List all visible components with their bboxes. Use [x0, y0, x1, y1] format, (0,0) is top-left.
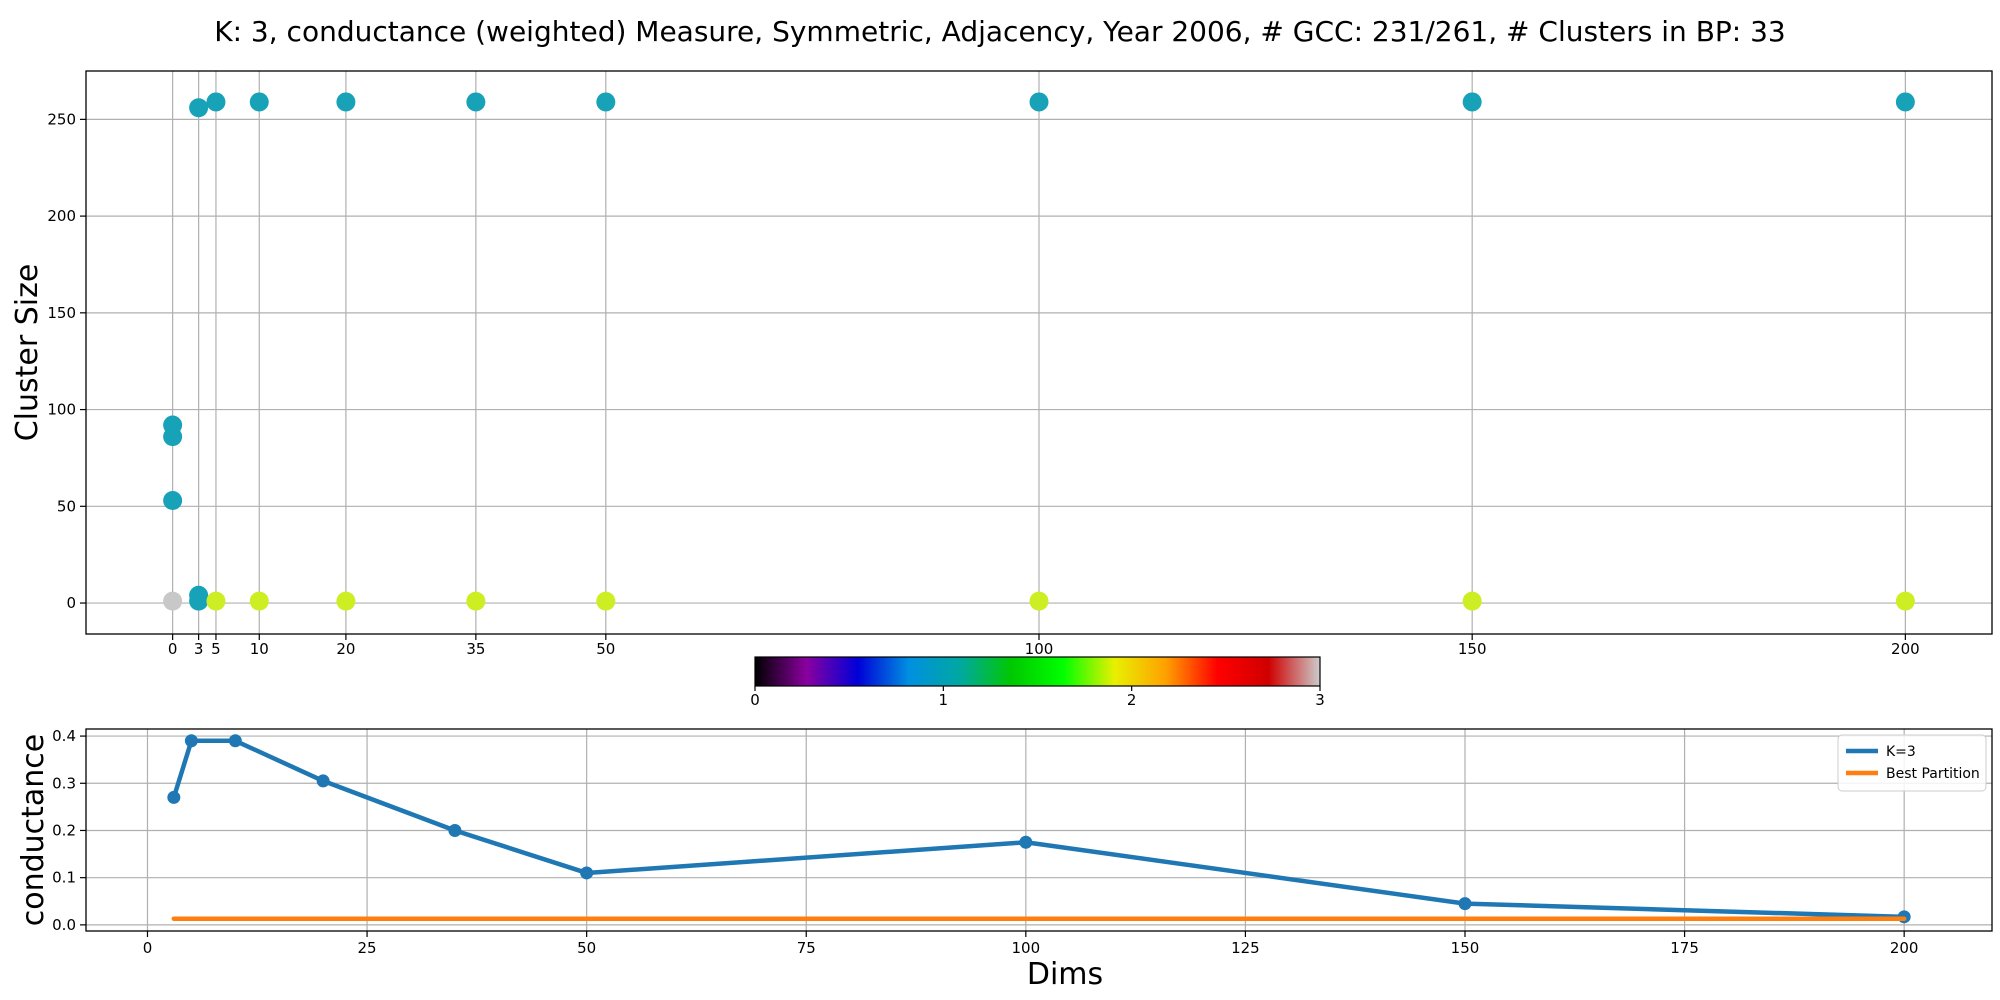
colorbar-tick-label: 1	[939, 691, 949, 709]
scatter-point	[466, 92, 486, 112]
chart-title: K: 3, conductance (weighted) Measure, Sy…	[214, 15, 1786, 48]
line-y-tick-label: 0.3	[52, 774, 76, 792]
line-y-tick-label: 0.2	[52, 821, 76, 839]
line-x-tick-label: 25	[358, 939, 377, 957]
colorbar: 0 1 2 3	[750, 656, 1325, 709]
series-point-k3	[228, 734, 242, 748]
colorbar-tick-label: 2	[1127, 691, 1137, 709]
scatter-point	[1462, 591, 1482, 611]
scatter-point	[1029, 92, 1049, 112]
legend: K=3 Best Partition	[1837, 734, 1987, 792]
line-x-tick-label: 50	[577, 939, 596, 957]
scatter-y-tick-label: 100	[47, 401, 76, 419]
scatter-x-tick-label: 50	[596, 640, 615, 658]
scatter-y-tick-label: 150	[47, 304, 76, 322]
series-point-k3	[316, 774, 330, 788]
scatter-y-axis-label: Cluster Size	[10, 264, 45, 442]
line-grid	[86, 729, 1992, 931]
scatter-x-tick-label: 20	[336, 640, 355, 658]
line-x-tick-label: 200	[1890, 939, 1919, 957]
scatter-point	[189, 98, 209, 118]
series-point-k3	[448, 823, 462, 837]
scatter-x-tick-label: 5	[211, 640, 221, 658]
scatter-grid	[86, 71, 1992, 634]
scatter-point	[1895, 591, 1915, 611]
scatter-x-tick-label: 150	[1458, 640, 1487, 658]
scatter-point	[206, 92, 226, 112]
scatter-y-tick-label: 200	[47, 207, 76, 225]
legend-label: K=3	[1886, 744, 1916, 760]
scatter-x-tick-label: 3	[194, 640, 204, 658]
scatter-point	[1029, 591, 1049, 611]
scatter-point	[336, 591, 356, 611]
series-point-k3	[167, 790, 181, 804]
scatter-point	[596, 591, 616, 611]
scatter-point	[1895, 92, 1915, 112]
scatter-y-tick-label: 0	[66, 594, 76, 612]
line-x-tick-label: 75	[797, 939, 816, 957]
line-x-tick-label: 175	[1670, 939, 1699, 957]
series-point-k3	[580, 866, 594, 880]
scatter-point	[206, 591, 226, 611]
scatter-x-tick-label: 10	[250, 640, 269, 658]
colorbar-tick-label: 3	[1315, 691, 1325, 709]
line-panel: 0 25 50 75 100 125 150 175 200 0.0 0.1 0.2 0.3 0.4 D…	[16, 727, 1993, 992]
line-x-axis-label: Dims	[1027, 957, 1103, 992]
series-point-k3	[1458, 897, 1472, 911]
scatter-x-ticks: 0 3 5 10 20 35 50 100 150 200	[168, 634, 1920, 658]
scatter-point	[249, 591, 269, 611]
series-line-k3	[171, 738, 1907, 920]
scatter-x-tick-label: 200	[1891, 640, 1920, 658]
line-y-ticks: 0.0 0.1 0.2 0.3 0.4	[52, 727, 86, 934]
line-y-tick-label: 0.0	[52, 916, 76, 934]
scatter-point	[163, 427, 183, 447]
scatter-x-tick-label: 0	[168, 640, 178, 658]
line-x-tick-label: 0	[143, 939, 153, 957]
series-point-k3	[1019, 835, 1033, 849]
scatter-point	[163, 491, 183, 511]
scatter-y-tick-label: 250	[47, 110, 76, 128]
colorbar-tick-label: 0	[750, 691, 760, 709]
legend-label: Best Partition	[1886, 766, 1980, 782]
scatter-y-ticks: 0 50 100 150 200 250	[47, 110, 86, 612]
scatter-y-tick-label: 50	[57, 497, 76, 515]
line-series	[167, 734, 1911, 924]
scatter-point	[189, 591, 209, 611]
series-point-k3	[184, 734, 198, 748]
scatter-point	[336, 92, 356, 112]
scatter-point	[163, 591, 183, 611]
line-x-tick-label: 150	[1451, 939, 1480, 957]
line-x-tick-label: 125	[1231, 939, 1260, 957]
line-x-tick-label: 100	[1012, 939, 1041, 957]
scatter-x-tick-label: 35	[466, 640, 485, 658]
line-x-ticks: 0 25 50 75 100 125 150 175 200	[143, 931, 1919, 957]
colorbar-ticks: 0 1 2 3	[750, 686, 1325, 709]
line-y-tick-label: 0.1	[52, 869, 76, 887]
line-y-tick-label: 0.4	[52, 727, 76, 745]
scatter-point	[249, 92, 269, 112]
scatter-point	[466, 591, 486, 611]
colorbar-gradient	[754, 656, 1321, 687]
line-y-axis-label: conductance	[16, 734, 51, 927]
scatter-point	[1462, 92, 1482, 112]
scatter-x-tick-label: 100	[1025, 640, 1054, 658]
scatter-points	[163, 92, 1915, 611]
scatter-point	[596, 92, 616, 112]
